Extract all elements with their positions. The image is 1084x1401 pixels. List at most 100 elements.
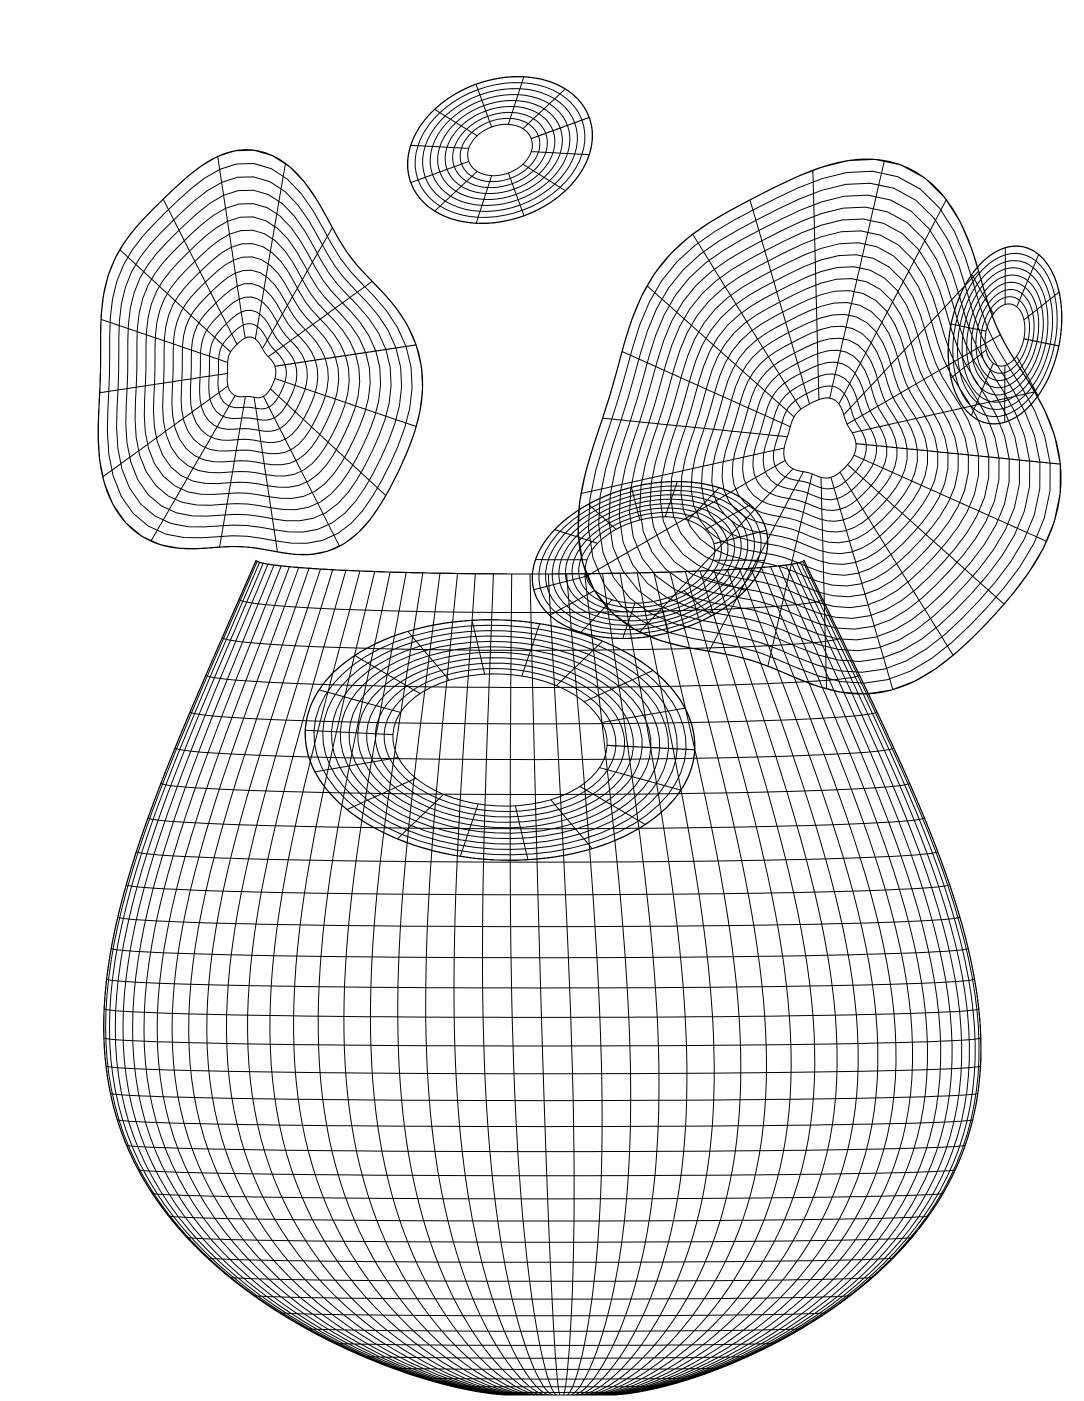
mesh-line-v: [598, 182, 1041, 673]
mesh-line-v: [174, 747, 895, 761]
mesh-line-u: [482, 573, 554, 1396]
mesh-line-v: [357, 651, 643, 829]
mesh-line-u: [122, 563, 512, 1396]
mesh-line-v: [639, 230, 1000, 630]
mesh-line-v: [134, 203, 382, 511]
mesh-line-v: [742, 349, 898, 522]
mesh-line-v: [659, 254, 980, 609]
mesh-line-v: [952, 252, 1058, 418]
mesh-line-v: [383, 668, 617, 812]
mesh-line-v: [106, 163, 413, 544]
mesh-line-u: [596, 569, 859, 1396]
mesh-line-u: [105, 560, 510, 1396]
mesh-outline-atrium-left: [97, 149, 424, 556]
mesh-line-v: [339, 640, 661, 840]
mesh-line-v: [348, 646, 652, 834]
mesh-line-v: [731, 337, 908, 533]
mesh-line-v: [116, 176, 403, 533]
mesh-line-v: [701, 302, 939, 565]
mesh-line-u: [293, 571, 532, 1396]
mesh-line-v: [229, 1276, 874, 1282]
mesh-line-v: [189, 711, 878, 725]
mesh-line-v: [143, 216, 371, 499]
mesh-line-u: [103, 559, 510, 1396]
mesh-line-v: [588, 170, 1051, 684]
mesh-line-u: [591, 570, 816, 1396]
mesh-line-v: [571, 507, 729, 613]
mesh-line-v: [103, 1037, 982, 1047]
mesh-line-u: [609, 562, 970, 1396]
mesh-outline-atrium-right: [577, 158, 1062, 695]
mesh-line-v: [690, 290, 949, 576]
mesh-line-u: [588, 571, 792, 1396]
mesh-line-u: [569, 573, 632, 1396]
mesh-line-v: [362, 1355, 750, 1359]
mesh-line-v: [126, 1144, 966, 1153]
mesh-line-v: [238, 598, 824, 613]
mesh-line-v: [444, 106, 556, 194]
mesh-line-u: [132, 564, 513, 1396]
mesh-line-v: [752, 361, 888, 511]
mesh-part-vessel-right: [947, 245, 1063, 425]
mesh-line-v: [966, 274, 1044, 396]
mesh-line-v: [558, 498, 742, 622]
mesh-line-u: [369, 572, 541, 1396]
mesh-line-v: [970, 281, 1040, 389]
mesh-line-v: [975, 289, 1035, 381]
mesh-line-v: [391, 1367, 722, 1370]
mesh-line-v: [608, 194, 1031, 662]
mesh-line-v: [333, 1342, 777, 1346]
mesh-line-v: [374, 662, 626, 818]
mesh-line-v: [189, 283, 319, 443]
mesh-line-v: [961, 267, 1049, 403]
mesh-part-valve-ring-back: [531, 481, 769, 639]
mesh-line-v: [117, 916, 961, 928]
mesh-line-v: [226, 336, 277, 399]
mesh-line-v: [205, 674, 860, 688]
mesh-line-u: [576, 572, 688, 1396]
mesh-line-v: [783, 397, 857, 479]
mesh-line-v: [584, 516, 716, 604]
mesh-line-v: [125, 884, 951, 896]
mesh-line-v: [171, 256, 340, 466]
mesh-line-v: [545, 489, 755, 631]
mesh-line-v: [151, 1192, 944, 1200]
mesh-line-v: [109, 1092, 979, 1102]
mesh-line-v: [106, 978, 976, 989]
mesh-part-ventricles: [103, 559, 982, 1396]
mesh-line-v: [452, 111, 548, 189]
mesh-line-v: [772, 385, 867, 490]
mesh-line-u: [573, 573, 660, 1396]
mesh-outline-vessel-top: [407, 76, 593, 224]
mesh-line-v: [208, 309, 298, 421]
mesh-backing-valve-ring-front: [304, 619, 696, 861]
mesh-line-v: [110, 948, 969, 959]
mesh-outline-valve-ring-front: [304, 619, 696, 861]
mesh-line-v: [551, 494, 749, 626]
mesh-backing-ventricles: [103, 559, 982, 1396]
mesh-line-v: [322, 630, 678, 850]
mesh-line-v: [135, 851, 939, 863]
mesh-line-v: [422, 88, 578, 212]
mesh-line-v: [304, 619, 696, 861]
mesh-line-v: [414, 82, 586, 218]
mesh-line-v: [578, 511, 722, 609]
mesh-line-v: [167, 1215, 930, 1222]
mesh-outline-ventricles: [103, 559, 982, 1396]
mesh-line-u: [156, 566, 516, 1396]
mesh-line-v: [116, 1119, 974, 1128]
mesh-line-v: [420, 1377, 694, 1380]
mesh-line-v: [407, 76, 593, 224]
mesh-line-v: [721, 325, 918, 544]
mesh-line-v: [762, 373, 877, 501]
mesh-line-v: [137, 1169, 956, 1177]
mesh-line-v: [429, 94, 571, 206]
mesh-line-v: [649, 242, 990, 619]
mesh-line-u: [453, 573, 551, 1396]
mesh-line-v: [984, 303, 1026, 367]
mesh-line-v: [153, 229, 361, 488]
mesh-line-v: [253, 1295, 851, 1300]
mesh-line-v: [467, 123, 533, 177]
mesh-line-v: [125, 189, 392, 522]
